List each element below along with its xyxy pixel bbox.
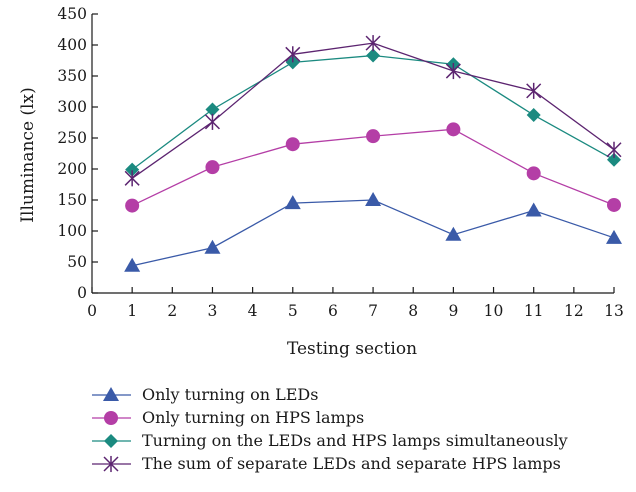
legend-label: Only turning on LEDs: [142, 385, 318, 404]
legend-item: Only turning on HPS lamps: [92, 408, 364, 427]
y-tick-label: 150: [57, 191, 87, 209]
y-tick-label: 450: [57, 5, 87, 23]
legend-label: Turning on the LEDs and HPS lamps simult…: [142, 431, 568, 450]
y-tick-label: 300: [57, 98, 87, 116]
circle-marker: [205, 160, 220, 175]
triangle-marker: [284, 195, 301, 210]
x-tick-label: 2: [167, 302, 177, 320]
diamond-marker: [366, 48, 381, 63]
triangle-marker: [103, 387, 119, 401]
series-line: [132, 199, 615, 267]
star-marker: [445, 62, 461, 80]
triangle-marker: [365, 192, 382, 206]
triangle-marker: [606, 229, 622, 244]
x-tick-label: 12: [564, 302, 584, 320]
circle-marker: [366, 129, 381, 144]
diamond-marker: [526, 108, 541, 123]
star-marker: [103, 455, 119, 473]
circle-marker: [526, 166, 541, 181]
series-2: [125, 122, 621, 213]
series-3: [125, 48, 621, 177]
x-tick-label: 10: [484, 302, 504, 320]
legend: Only turning on LEDs Only turning on HPS …: [92, 385, 568, 473]
x-tick-label: 13: [604, 302, 624, 320]
y-tick-label: 200: [57, 160, 87, 178]
legend-item: The sum of separate LEDs and separate HP…: [92, 454, 561, 473]
legend-item: Turning on the LEDs and HPS lamps simult…: [92, 431, 568, 450]
x-tick-label: 9: [448, 302, 458, 320]
legend-label: Only turning on HPS lamps: [142, 408, 364, 427]
y-tick-label: 350: [57, 67, 87, 85]
x-axis-label: Testing section: [287, 339, 417, 359]
x-tick-label: 6: [328, 302, 338, 320]
y-axis-label: Illuminance (lx): [18, 87, 38, 222]
diamond-marker: [104, 434, 118, 448]
x-tick-label: 11: [524, 302, 544, 320]
y-tick-label: 50: [67, 253, 87, 271]
circle-marker: [104, 411, 118, 425]
triangle-marker: [124, 257, 141, 272]
circle-marker: [446, 122, 461, 137]
triangle-marker: [204, 239, 221, 254]
series-4: [124, 35, 622, 187]
x-tick-label: 8: [408, 302, 418, 320]
y-tick-label: 250: [57, 129, 87, 147]
circle-marker: [607, 197, 621, 212]
circle-marker: [125, 198, 140, 213]
x-tick-label: 3: [208, 302, 218, 320]
x-tick-label: 1: [127, 302, 137, 320]
x-tick-label: 4: [248, 302, 258, 320]
y-tick-label: 0: [77, 284, 87, 302]
series-1: [124, 192, 622, 272]
star-marker: [606, 141, 622, 158]
star-marker: [124, 170, 140, 187]
series-line: [131, 54, 615, 171]
star-marker: [285, 46, 301, 63]
x-tick-label: 0: [87, 302, 97, 320]
star-marker: [526, 82, 542, 99]
legend-label: The sum of separate LEDs and separate HP…: [142, 454, 561, 473]
triangle-marker: [445, 226, 462, 241]
series-layer: [124, 35, 622, 272]
diamond-marker: [125, 162, 140, 177]
diamond-marker: [607, 152, 621, 167]
legend-item: Only turning on LEDs: [92, 385, 318, 404]
star-marker: [204, 113, 220, 130]
triangle-marker: [525, 202, 542, 217]
x-tick-label: 7: [368, 302, 378, 320]
x-tick-label: 5: [288, 302, 298, 320]
diamond-marker: [205, 102, 220, 117]
series-line: [131, 42, 615, 179]
circle-marker: [285, 137, 300, 152]
y-tick-label: 400: [57, 36, 87, 54]
y-tick-label: 100: [57, 222, 87, 240]
star-marker: [365, 35, 381, 52]
